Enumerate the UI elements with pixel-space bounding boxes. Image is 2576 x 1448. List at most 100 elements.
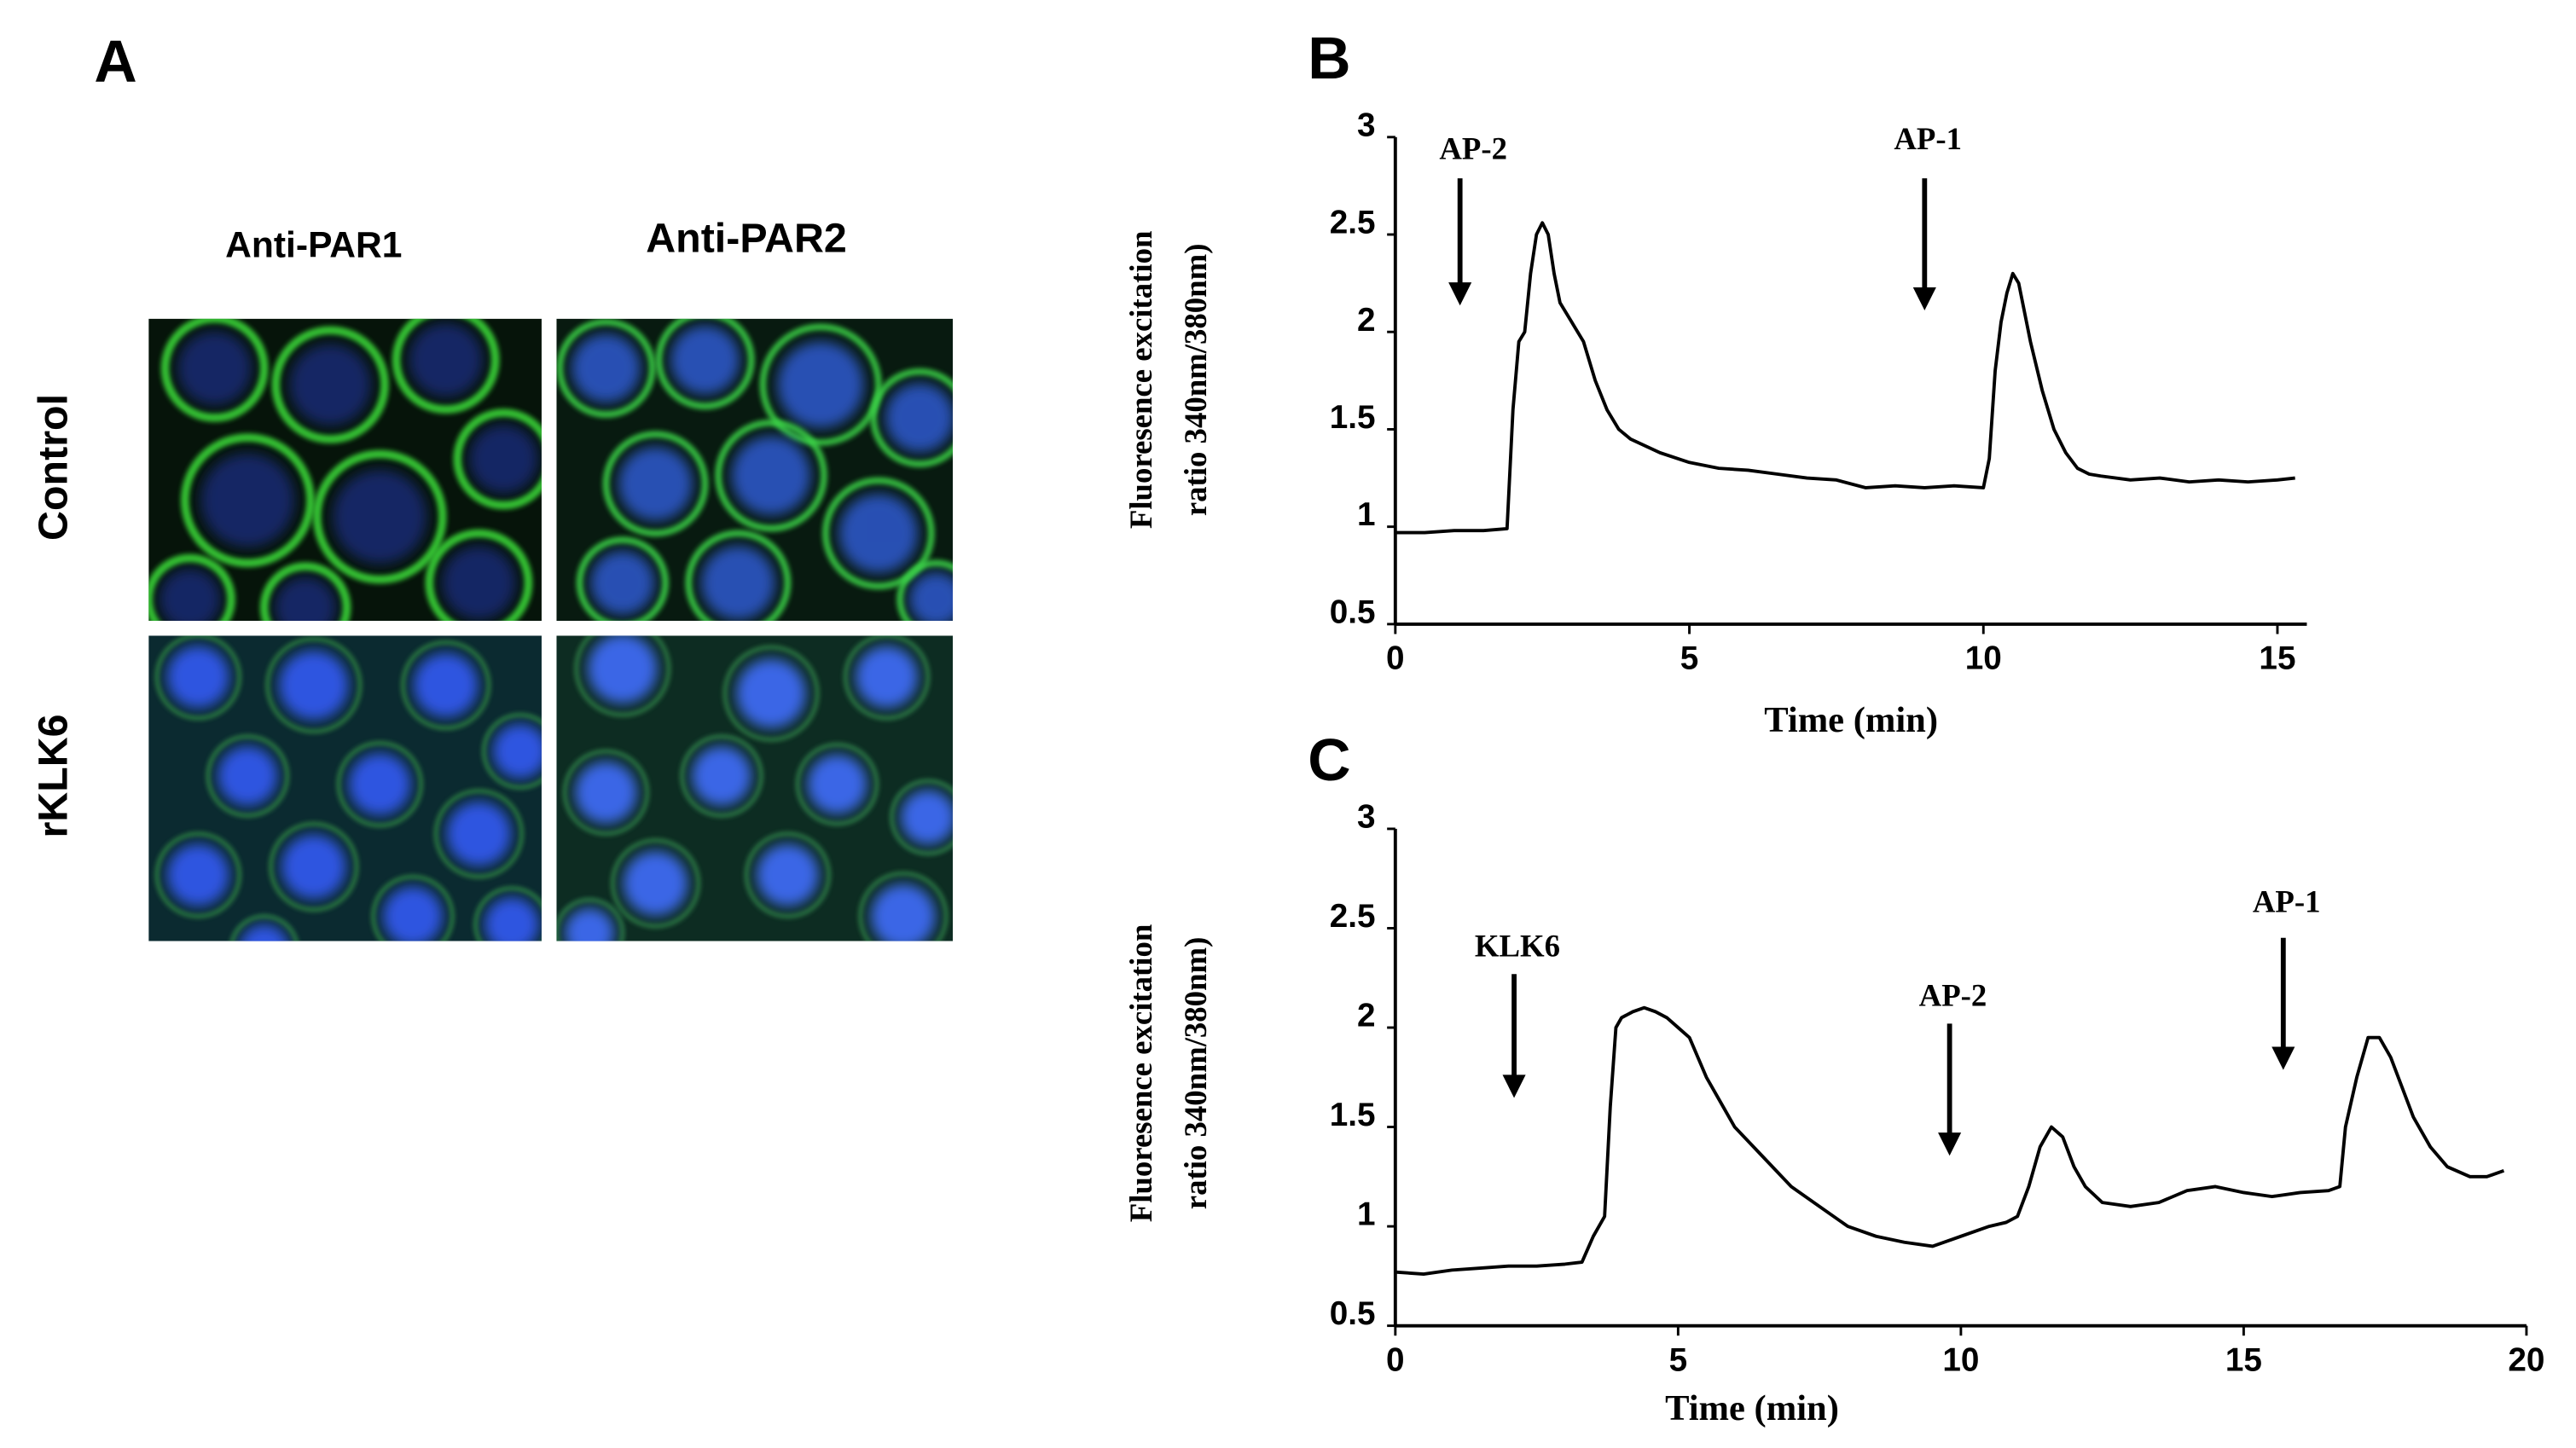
membrane xyxy=(844,635,930,721)
nucleus xyxy=(901,790,954,845)
nucleus xyxy=(757,843,819,906)
annotation-arrowhead xyxy=(1938,1132,1962,1156)
nucleus xyxy=(777,341,864,428)
y-tick-label: 2 xyxy=(1357,302,1376,339)
y-axis-label: Fluoresence excitation xyxy=(1123,231,1158,530)
membrane xyxy=(685,530,792,622)
y-axis-label: ratio 340nm/380nm) xyxy=(1178,244,1213,517)
micrograph xyxy=(556,318,954,622)
nucleus xyxy=(468,424,539,494)
membrane xyxy=(473,886,542,941)
nucleus xyxy=(575,762,637,824)
y-tick-label: 3 xyxy=(1357,799,1376,836)
membrane xyxy=(482,713,542,790)
nucleus xyxy=(383,886,443,941)
membrane xyxy=(230,914,299,941)
nucleus xyxy=(279,650,349,721)
membrane xyxy=(796,743,879,826)
trace-line xyxy=(1395,1005,2505,1276)
row-header: Control xyxy=(31,394,77,541)
membrane xyxy=(655,318,755,410)
x-tick-label: 15 xyxy=(2225,1341,2262,1378)
membrane xyxy=(822,477,935,590)
x-tick-label: 5 xyxy=(1680,640,1699,677)
membrane xyxy=(154,635,241,721)
nucleus xyxy=(670,325,740,395)
y-tick-label: 2.5 xyxy=(1330,205,1376,241)
membrane xyxy=(890,779,954,855)
nucleus xyxy=(908,571,954,622)
y-tick-label: 1.5 xyxy=(1330,1097,1376,1133)
membrane xyxy=(680,734,763,818)
membrane xyxy=(392,318,500,414)
nucleus xyxy=(588,635,658,704)
nucleus xyxy=(289,344,372,426)
nucleus xyxy=(241,924,288,941)
nucleus xyxy=(484,897,540,941)
membrane xyxy=(896,559,954,622)
membrane xyxy=(745,831,831,918)
nucleus xyxy=(623,851,688,916)
nucleus xyxy=(731,436,811,516)
annotation-label: AP-1 xyxy=(2253,883,2321,918)
panel-label: C xyxy=(1308,727,1350,793)
nucleus xyxy=(159,568,221,622)
annotation-label: AP-2 xyxy=(1919,978,1987,1013)
membrane xyxy=(870,368,954,467)
nucleus xyxy=(446,801,512,866)
x-tick-label: 0 xyxy=(1386,640,1405,677)
nucleus xyxy=(333,469,427,565)
membrane xyxy=(858,872,949,941)
membrane xyxy=(265,637,362,733)
nucleus xyxy=(441,545,516,621)
nucleus xyxy=(413,652,479,718)
nucleus xyxy=(348,753,411,815)
annotation-label: AP-1 xyxy=(1894,121,1962,156)
nucleus xyxy=(492,724,542,779)
row-header: rKLK6 xyxy=(31,714,77,837)
membrane xyxy=(602,431,709,537)
trace-line xyxy=(1395,221,2295,535)
membrane xyxy=(425,529,533,622)
membrane xyxy=(434,789,524,879)
micrograph xyxy=(556,635,954,941)
nucleus xyxy=(565,907,615,941)
y-tick-label: 3 xyxy=(1357,107,1376,143)
nucleus xyxy=(274,576,337,622)
annotation-arrowhead xyxy=(1912,287,1936,311)
x-tick-label: 20 xyxy=(2508,1341,2544,1378)
nucleus xyxy=(871,883,936,941)
membrane xyxy=(576,536,670,622)
y-tick-label: 1 xyxy=(1357,1196,1376,1233)
membrane xyxy=(154,831,241,918)
nucleus xyxy=(856,646,918,709)
nucleus xyxy=(218,746,278,806)
nucleus xyxy=(700,545,775,621)
x-tick-label: 0 xyxy=(1386,1341,1405,1378)
y-tick-label: 1.5 xyxy=(1330,399,1376,436)
y-tick-label: 0.5 xyxy=(1330,1295,1376,1332)
x-tick-label: 15 xyxy=(2259,640,2295,677)
membrane xyxy=(611,838,700,929)
nucleus xyxy=(177,331,252,406)
membrane xyxy=(556,898,624,941)
x-tick-label: 10 xyxy=(1942,1341,1979,1378)
membrane xyxy=(206,734,289,818)
y-tick-label: 2.5 xyxy=(1330,898,1376,935)
membrane xyxy=(401,640,490,730)
annotation-arrowhead xyxy=(1448,282,1472,306)
nucleus xyxy=(807,754,867,814)
micrographs xyxy=(148,318,954,941)
membrane xyxy=(453,408,542,510)
nucleus xyxy=(409,322,484,397)
y-tick-label: 1 xyxy=(1357,496,1376,533)
y-axis-label: Fluoresence excitation xyxy=(1123,924,1158,1223)
panel-label: B xyxy=(1308,25,1350,91)
membrane xyxy=(759,323,882,446)
membrane xyxy=(336,741,423,827)
membrane xyxy=(563,750,649,836)
annotation-label: KLK6 xyxy=(1475,929,1560,964)
membrane xyxy=(269,822,359,912)
